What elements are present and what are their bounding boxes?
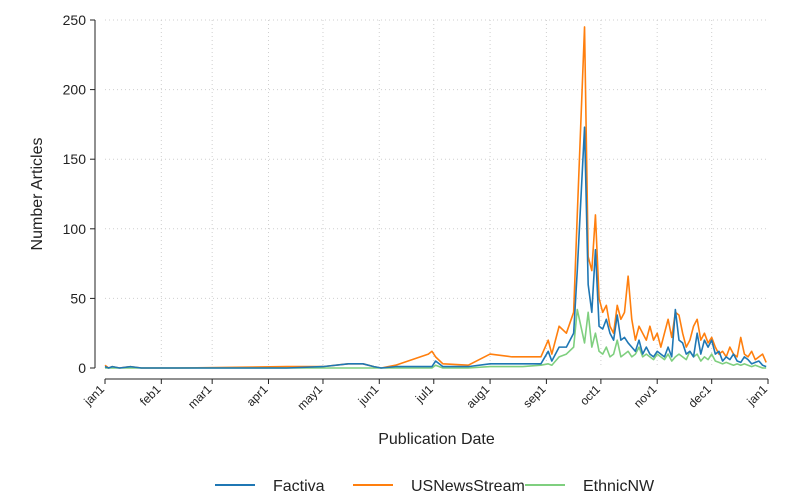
legend-label: USNewsStream bbox=[411, 478, 525, 495]
x-tick-label: jan1 bbox=[743, 382, 770, 409]
x-tick-label: oct1 bbox=[577, 382, 603, 408]
x-tick-label: dec1 bbox=[686, 382, 715, 411]
legend: Factiva USNewsStream EthnicNW bbox=[215, 478, 655, 495]
x-tick-label: jul1 bbox=[412, 382, 436, 406]
y-tick-label: 100 bbox=[63, 221, 87, 237]
x-tick-label: nov1 bbox=[631, 382, 660, 411]
y-tick-label: 200 bbox=[63, 82, 87, 98]
series-line-usnewsstream bbox=[104, 26, 767, 369]
y-tick-label: 0 bbox=[78, 360, 86, 376]
x-axis-title: Publication Date bbox=[378, 431, 495, 448]
x-tick-label: apr1 bbox=[244, 382, 271, 409]
x-tick-label: jun1 bbox=[355, 382, 382, 409]
x-tick-label: mar1 bbox=[185, 382, 214, 411]
legend-label: EthnicNW bbox=[583, 478, 655, 495]
legend-item-usnewsstream: USNewsStream bbox=[353, 478, 525, 495]
y-tick-label: 250 bbox=[63, 12, 87, 28]
series-line-factiva bbox=[104, 126, 767, 369]
series-layer bbox=[104, 26, 767, 369]
legend-item-factiva: Factiva bbox=[215, 478, 325, 495]
y-tick-label: 150 bbox=[63, 151, 87, 167]
y-tick-label: 50 bbox=[70, 290, 86, 306]
ticks-layer: 0 50 100 150 200 250 jan1 feb1 mar1 apr1 may1 jun1 j… bbox=[63, 12, 771, 413]
legend-label: Factiva bbox=[273, 478, 325, 495]
x-tick-label: may1 bbox=[294, 382, 325, 413]
series-line-ethnicnw bbox=[105, 308, 767, 369]
x-tick-label: aug1 bbox=[463, 382, 492, 411]
x-tick-label: jan1 bbox=[80, 382, 107, 409]
x-tick-label: feb1 bbox=[137, 382, 164, 409]
x-tick-label: sep1 bbox=[520, 382, 549, 411]
grid-layer bbox=[105, 19, 768, 368]
y-axis-title: Number Articles bbox=[29, 138, 46, 251]
legend-item-ethnicnw: EthnicNW bbox=[525, 478, 655, 495]
